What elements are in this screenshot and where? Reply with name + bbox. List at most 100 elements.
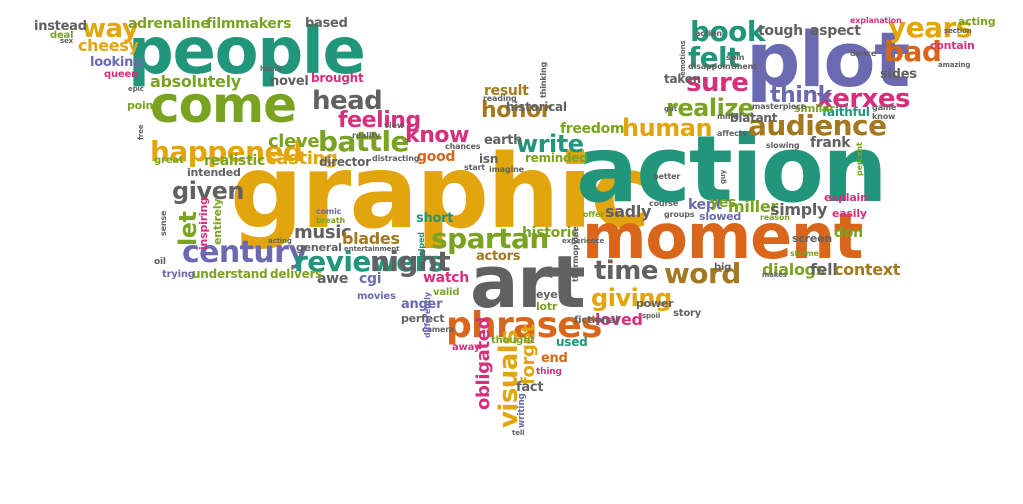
- word-percent: percent: [855, 142, 864, 176]
- word-fell: fell: [810, 260, 838, 279]
- word-experience: experience: [562, 237, 605, 245]
- word-big: big: [714, 262, 732, 273]
- word-happened: happened: [150, 135, 303, 168]
- word-makes: makes: [762, 271, 787, 279]
- word-view: view: [384, 121, 405, 130]
- word-queen: queen: [104, 69, 138, 80]
- word-way: way: [82, 14, 139, 44]
- word-giving: giving: [591, 284, 672, 312]
- word-yes: yes: [710, 195, 737, 211]
- word-spoil: spoil: [642, 312, 661, 320]
- word-understand: understand: [192, 267, 268, 281]
- word-emotions: emotions: [679, 40, 687, 76]
- word-historical: historical: [506, 100, 567, 114]
- word-valid: valid: [433, 287, 460, 298]
- word-art: art: [470, 240, 586, 324]
- word-reality: reality: [352, 131, 381, 140]
- word-result: result: [484, 83, 529, 99]
- word-comic: comic: [316, 207, 342, 216]
- word-differently: differently: [423, 292, 432, 338]
- word-sex: sex: [60, 37, 74, 45]
- word-epic: epic: [128, 85, 144, 93]
- word-general: general: [296, 241, 342, 254]
- word-reminded: reminded: [525, 151, 588, 165]
- word-looking: looking: [90, 55, 143, 70]
- word-reason: reason: [760, 213, 790, 222]
- word-better: better: [653, 172, 681, 181]
- word-slowing: slowing: [766, 141, 800, 150]
- word-delivers: delivers: [270, 267, 323, 281]
- word-disappointment: disappointment: [688, 62, 757, 71]
- word-realistic: realistic: [204, 153, 266, 169]
- word-moment: moment: [582, 200, 863, 273]
- word-kept: kept: [688, 197, 723, 213]
- word-write: write: [516, 130, 584, 158]
- word-entertainment: entertainment: [344, 245, 400, 253]
- word-audience: audience: [748, 109, 887, 142]
- word-miller: miller: [728, 197, 778, 216]
- word-action-small: action: [695, 29, 722, 38]
- word-point: point: [127, 99, 159, 112]
- word-explain: explain: [824, 191, 868, 204]
- word-used: used: [556, 335, 588, 349]
- word-masterpiece: masterpiece: [752, 102, 806, 111]
- word-tell: tell: [512, 429, 525, 437]
- word-graphic: graphic: [230, 133, 651, 252]
- word-dialogs: dialogs: [762, 260, 825, 279]
- word-tough: tough: [758, 23, 803, 39]
- word-thermopylae: thermopylae: [571, 226, 580, 282]
- word-bad: bad: [884, 35, 942, 68]
- word-free: free: [137, 124, 145, 140]
- word-cheesy: cheesy: [78, 36, 139, 55]
- word-sadly: sadly: [605, 202, 652, 221]
- word-people: people: [128, 15, 366, 89]
- word-dance: dance: [850, 49, 877, 58]
- word-reviewers: reviewers: [294, 245, 444, 278]
- word-human: human: [622, 114, 713, 142]
- word-game: game: [872, 103, 897, 112]
- word-context: context: [834, 260, 901, 279]
- word-slowed: slowed: [699, 210, 742, 223]
- word-chances: chances: [445, 142, 481, 151]
- word-simply: simply: [770, 200, 828, 219]
- word-inspiring: inspiring: [197, 197, 210, 250]
- word-thinking: thinking: [539, 61, 548, 98]
- word-awe: awe: [317, 271, 349, 287]
- word-intended: intended: [187, 166, 241, 179]
- word-acting: acting: [958, 15, 996, 28]
- word-fact: fact: [516, 380, 544, 395]
- word-section: section: [944, 27, 972, 35]
- word-acting-small: acting: [268, 237, 292, 245]
- word-start: start: [464, 163, 485, 172]
- word-don: don: [834, 225, 863, 241]
- word-mind: mind: [717, 112, 739, 121]
- word-frank: frank: [810, 135, 851, 151]
- word-great: great: [154, 155, 184, 166]
- word-action: action: [576, 116, 888, 223]
- word-xerxes: xerxes: [816, 84, 911, 114]
- word-loved: loved: [595, 310, 643, 329]
- word-offer: offer: [583, 210, 605, 219]
- word-entirely: entirely: [211, 198, 224, 245]
- word-realize: realize: [666, 94, 754, 122]
- word-actors: actors: [476, 249, 521, 264]
- word-helped: helped: [417, 232, 426, 262]
- word-sense: sense: [159, 210, 168, 236]
- word-taken: taken: [664, 72, 701, 86]
- word-clever: clever: [268, 131, 328, 152]
- word-time: time: [594, 256, 659, 286]
- word-hours: hours: [260, 65, 282, 73]
- word-end: end: [541, 351, 568, 366]
- word-sure: sure: [686, 68, 749, 98]
- word-anger: anger: [401, 297, 443, 312]
- word-feeling: feeling: [338, 108, 421, 133]
- word-oil: oil: [154, 257, 166, 267]
- word-casting: casting: [266, 148, 338, 169]
- word-trying: trying: [162, 269, 195, 280]
- word-reading: reading: [483, 94, 517, 103]
- word-imagine: imagine: [489, 165, 524, 174]
- word-eye: eye: [536, 288, 558, 301]
- word-writing: writing: [517, 393, 527, 428]
- word-aspect: aspect: [810, 23, 861, 39]
